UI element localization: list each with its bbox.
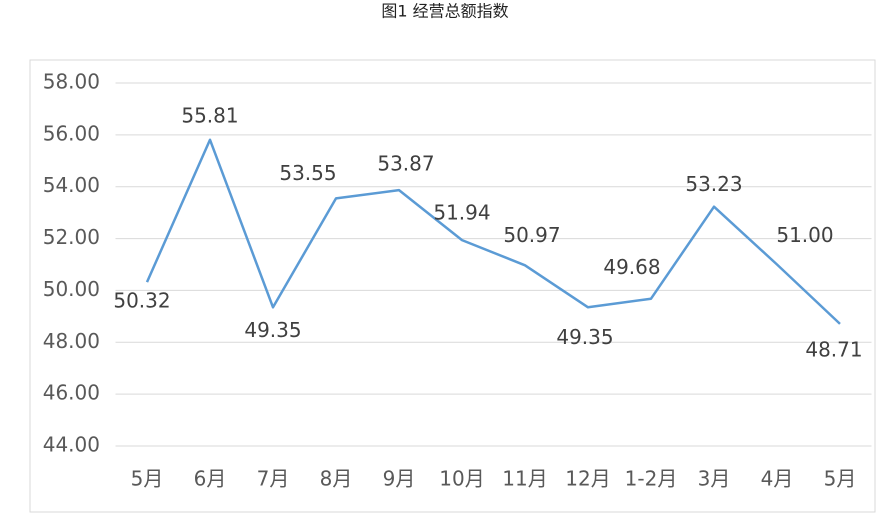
x-tick-label: 6月 [194,467,227,491]
data-label: 53.87 [377,152,434,176]
data-label: 50.97 [503,223,560,247]
data-label: 51.00 [776,223,833,247]
y-tick-label: 46.00 [43,381,100,405]
data-label: 53.55 [279,161,336,185]
y-tick-label: 54.00 [43,173,100,197]
chart-frame [29,59,876,513]
x-tick-label: 11月 [502,467,547,491]
x-tick-label: 5月 [131,467,164,491]
y-tick-label: 56.00 [43,121,100,145]
data-label: 55.81 [181,103,238,127]
x-tick-label: 4月 [761,467,794,491]
y-tick-label: 58.00 [43,70,100,94]
x-tick-label: 5月 [824,467,857,491]
data-label: 50.32 [113,289,170,313]
data-label: 51.94 [433,201,490,225]
data-label: 48.71 [805,337,862,361]
x-tick-label: 7月 [257,467,290,491]
x-tick-label: 1-2月 [625,467,678,491]
y-tick-label: 48.00 [43,329,100,353]
data-label: 53.23 [685,172,742,196]
x-tick-label: 12月 [565,467,610,491]
chart-title: 图1 经营总额指数 [381,2,508,21]
x-tick-label: 8月 [320,467,353,491]
y-tick-label: 44.00 [43,433,100,457]
y-tick-label: 50.00 [43,277,100,301]
data-label: 49.35 [244,318,301,342]
y-tick-label: 52.00 [43,225,100,249]
data-label: 49.68 [603,255,660,279]
x-tick-label: 10月 [439,467,484,491]
x-tick-label: 3月 [698,467,731,491]
x-tick-label: 9月 [383,467,416,491]
data-label: 49.35 [556,325,613,349]
data-line [145,138,841,325]
